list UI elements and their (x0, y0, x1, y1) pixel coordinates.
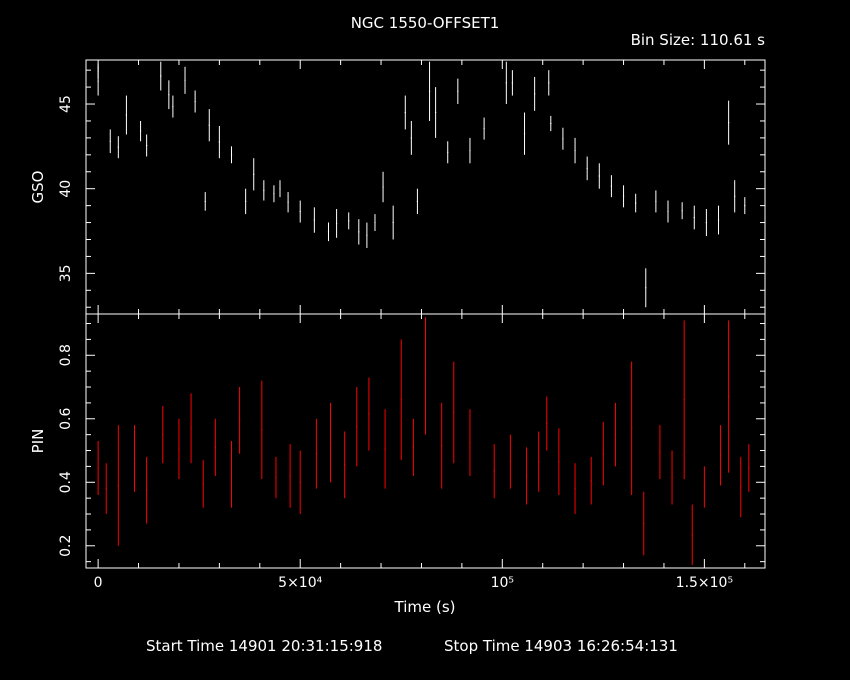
gso-ytick-label: 40 (58, 180, 74, 198)
x-tick-label: 5×10⁴ (278, 575, 322, 591)
pin-panel-frame (85, 313, 766, 569)
gso-panel: 35 40 45 GSO (29, 59, 766, 315)
start-time-label: Start Time 14901 20:31:15:918 (146, 637, 382, 655)
pin-ytick-label: 0.2 (58, 535, 74, 557)
pin-data-segments (97, 317, 750, 565)
gso-ticks: 35 40 45 (58, 69, 765, 308)
pin-ticks: 0.2 0.4 0.6 0.8 (58, 323, 765, 563)
bin-size-label: Bin Size: 110.61 s (631, 31, 766, 49)
x-tick-label: 10⁵ (491, 575, 514, 591)
x-axis-ticks: 0 5×10⁴ 10⁵ 1.5×10⁵ (94, 60, 746, 591)
chart-title: NGC 1550-OFFSET1 (351, 14, 500, 32)
x-tick-label: 0 (94, 575, 103, 591)
pin-panel: 0.2 0.4 0.6 0.8 PIN (29, 313, 766, 569)
pin-ytick-label: 0.4 (58, 471, 74, 493)
pin-axis-label: PIN (29, 429, 47, 454)
gso-data-segments (97, 61, 746, 308)
gso-ytick-label: 45 (58, 95, 74, 113)
x-tick-label: 1.5×10⁵ (676, 575, 733, 591)
pin-ytick-label: 0.8 (58, 344, 74, 366)
stop-time-label: Stop Time 14903 16:26:54:131 (444, 637, 678, 655)
x-axis-label: Time (s) (394, 598, 456, 616)
gso-axis-label: GSO (29, 171, 47, 204)
gso-ytick-label: 35 (58, 264, 74, 282)
pin-ytick-label: 0.6 (58, 408, 74, 430)
